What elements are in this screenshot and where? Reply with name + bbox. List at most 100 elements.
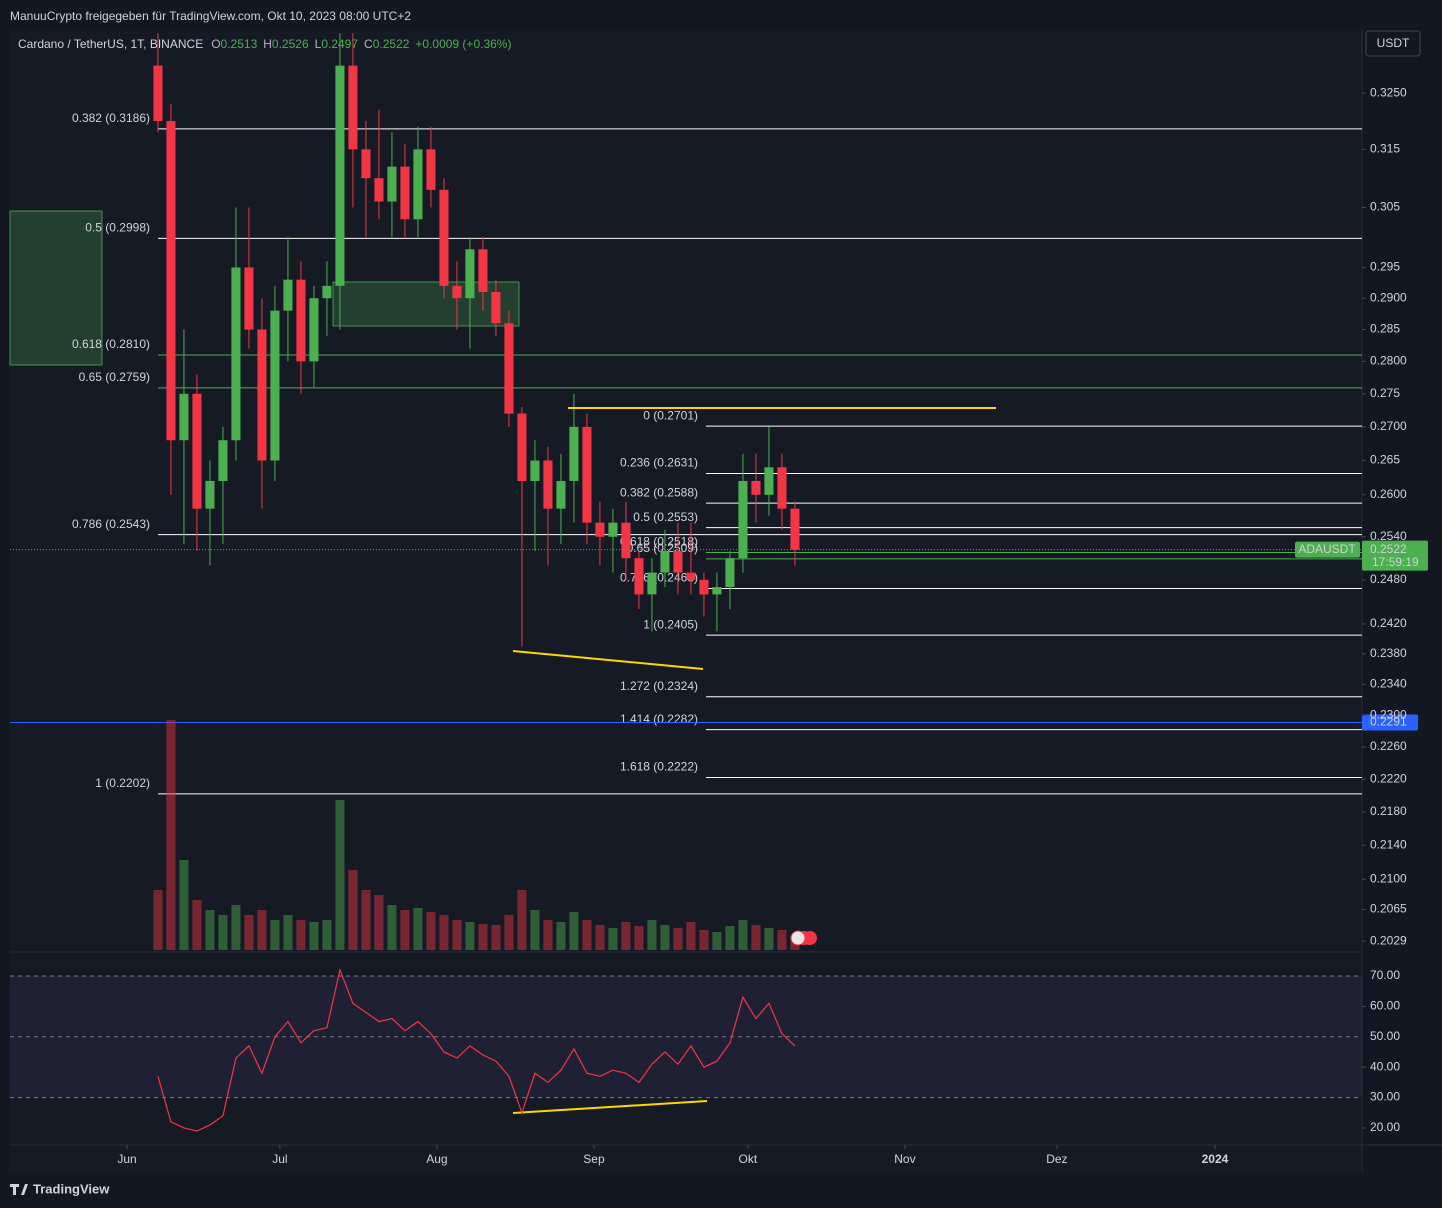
volume-bar xyxy=(712,932,722,950)
ohlc-key: L xyxy=(315,37,322,51)
candle-body xyxy=(647,572,657,595)
fib-label: 0.382 (0.2588) xyxy=(620,485,698,499)
candle-body xyxy=(413,149,423,220)
volume-bar xyxy=(582,920,592,950)
y-tick-label: 0.2260 xyxy=(1370,739,1407,753)
volume-bar xyxy=(192,900,202,950)
candle-body xyxy=(686,572,696,580)
volume-bar xyxy=(751,925,761,950)
demand-zone xyxy=(9,210,103,366)
volume-bar xyxy=(686,922,696,950)
ohlc-value: 0.2526 xyxy=(272,37,309,51)
y-tick-label: 0.2100 xyxy=(1370,871,1407,885)
candle-body xyxy=(621,522,631,559)
candle-body xyxy=(296,279,306,362)
volume-bar xyxy=(179,860,189,950)
price-tag-label: 0.2291 xyxy=(1370,715,1407,729)
volume-bar xyxy=(777,930,787,950)
event-icon[interactable] xyxy=(790,930,817,946)
currency-button[interactable] xyxy=(1365,30,1421,57)
candle-body xyxy=(491,292,501,324)
fib-label: 0.236 (0.2631) xyxy=(620,456,698,470)
y-tick-label: 0.315 xyxy=(1370,142,1400,156)
x-tick-label: Okt xyxy=(739,1152,758,1166)
candle-body xyxy=(153,65,163,122)
y-tick-label: 0.2900 xyxy=(1370,290,1407,304)
y-tick-label: 0.2340 xyxy=(1370,677,1407,691)
candle-body xyxy=(608,522,618,537)
volume-bar xyxy=(335,800,345,950)
volume-bar xyxy=(322,920,332,950)
volume-bar xyxy=(244,915,254,950)
ohlc-value: 0.2522 xyxy=(373,37,410,51)
symbol-tag xyxy=(1295,541,1360,558)
rsi-tick-label: 50.00 xyxy=(1370,1029,1400,1043)
candle-body xyxy=(751,480,761,495)
y-tick-label: 0.2140 xyxy=(1370,837,1407,851)
rsi-tick-label: 60.00 xyxy=(1370,999,1400,1013)
volume-bar xyxy=(530,910,540,950)
fib-label: 0.786 (0.2543) xyxy=(72,517,150,531)
candle-body xyxy=(712,587,722,595)
candle-body xyxy=(582,426,592,523)
candle-body xyxy=(439,189,449,286)
x-tick-label: Jul xyxy=(272,1152,287,1166)
candle-body xyxy=(218,440,228,481)
candle-body xyxy=(517,413,527,481)
candle-body xyxy=(452,285,462,299)
candle-body xyxy=(179,393,189,441)
fib-label: 1.618 (0.2222) xyxy=(620,760,698,774)
volume-bar xyxy=(673,928,683,950)
x-tick-label: Aug xyxy=(426,1152,447,1166)
rsi-tick-label: 30.00 xyxy=(1370,1090,1400,1104)
ohlc-key: C xyxy=(364,37,373,51)
candle-body xyxy=(205,480,215,509)
candle-body xyxy=(361,149,371,179)
fib-label: 0.65 (0.2759) xyxy=(79,370,150,384)
volume-bar xyxy=(478,924,488,950)
y-tick-label: 0.2065 xyxy=(1370,902,1407,916)
rsi-line xyxy=(157,967,796,1132)
fib-label: 1 (0.2405) xyxy=(643,617,698,631)
symbol-tag-label: ADAUSDT xyxy=(1298,542,1356,556)
x-tick-label: Sep xyxy=(583,1152,605,1166)
x-tick-label: 2024 xyxy=(1202,1152,1229,1166)
volume-bar xyxy=(608,928,618,950)
candle-body xyxy=(595,522,605,537)
candle-body xyxy=(426,149,436,190)
volume-bar xyxy=(166,720,176,950)
candle-body xyxy=(699,579,709,595)
volume-bar xyxy=(218,915,228,950)
candle-body xyxy=(322,285,332,299)
y-tick-label: 0.295 xyxy=(1370,260,1400,274)
candle-body xyxy=(478,249,488,293)
rsi-tick-label: 40.00 xyxy=(1370,1059,1400,1073)
volume-bar xyxy=(387,905,397,950)
candle-body xyxy=(244,267,254,330)
y-tick-label: 0.305 xyxy=(1370,200,1400,214)
price-tag-label: 0.2522 xyxy=(1370,542,1407,556)
y-tick-label: 0.2180 xyxy=(1370,804,1407,818)
price-tag xyxy=(1362,540,1428,571)
candle-body xyxy=(231,267,241,441)
y-tick-label: 0.2700 xyxy=(1370,419,1407,433)
candle-body xyxy=(764,467,774,495)
volume-bar xyxy=(400,910,410,950)
brand: TradingView xyxy=(33,1181,110,1196)
candle-body xyxy=(335,65,345,286)
rsi-divergence-line xyxy=(512,1100,708,1114)
volume-bar xyxy=(283,915,293,950)
candle-body xyxy=(673,551,683,573)
volume-bar xyxy=(556,922,566,950)
candle-body xyxy=(465,249,475,299)
candle-body xyxy=(543,460,553,509)
symbol-legend: Cardano / TetherUS, 1T, BINANCE O0.2513 H0… xyxy=(18,37,511,51)
y-tick-label: 0.3250 xyxy=(1370,85,1407,99)
candle-body xyxy=(634,558,644,595)
volume-bar xyxy=(413,908,423,950)
currency: USDT xyxy=(1377,36,1410,50)
candle-body xyxy=(660,551,670,573)
fib-label: 0.5 (0.2998) xyxy=(85,221,150,235)
candle-body xyxy=(192,393,202,509)
